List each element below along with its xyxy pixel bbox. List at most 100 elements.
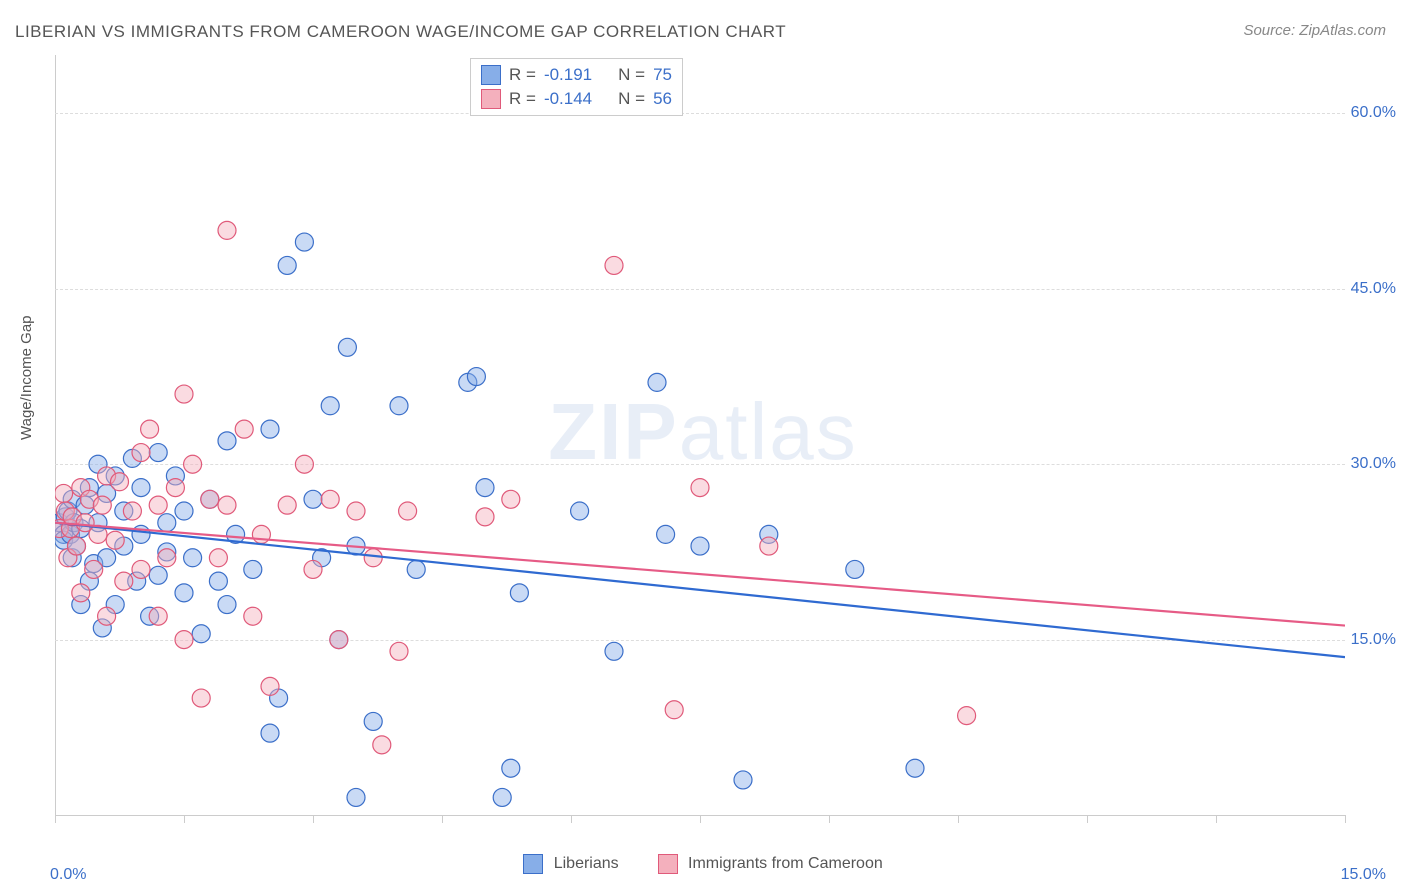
- data-point: [571, 502, 589, 520]
- data-point: [93, 496, 111, 514]
- data-point: [175, 385, 193, 403]
- legend-row-2: R = -0.144 N = 56: [481, 87, 672, 111]
- data-point: [244, 607, 262, 625]
- data-point: [846, 560, 864, 578]
- legend-bottom-swatch-2: [658, 854, 678, 874]
- data-point: [734, 771, 752, 789]
- legend-bottom-label-1: Liberians: [554, 855, 619, 872]
- data-point: [141, 420, 159, 438]
- data-point: [158, 514, 176, 532]
- data-point: [218, 596, 236, 614]
- chart-title: LIBERIAN VS IMMIGRANTS FROM CAMEROON WAG…: [15, 22, 786, 42]
- data-point: [115, 572, 133, 590]
- data-point: [111, 473, 129, 491]
- r-value-2: -0.144: [544, 89, 592, 109]
- data-point: [304, 490, 322, 508]
- data-point: [278, 496, 296, 514]
- data-point: [175, 502, 193, 520]
- data-point: [261, 420, 279, 438]
- data-point: [175, 631, 193, 649]
- data-point: [209, 549, 227, 567]
- data-point: [510, 584, 528, 602]
- data-point: [304, 560, 322, 578]
- data-point: [55, 484, 73, 502]
- data-point: [85, 560, 103, 578]
- data-point: [321, 397, 339, 415]
- data-point: [166, 479, 184, 497]
- data-point: [218, 496, 236, 514]
- data-point: [295, 455, 313, 473]
- data-point: [244, 560, 262, 578]
- legend-bottom-swatch-1: [523, 854, 543, 874]
- data-point: [407, 560, 425, 578]
- y-tick-label: 60.0%: [1351, 104, 1396, 122]
- data-point: [132, 444, 150, 462]
- legend-row-1: R = -0.191 N = 75: [481, 63, 672, 87]
- data-point: [132, 560, 150, 578]
- r-value-1: -0.191: [544, 65, 592, 85]
- data-point: [72, 584, 90, 602]
- data-point: [390, 397, 408, 415]
- y-tick-label: 30.0%: [1351, 455, 1396, 473]
- data-point: [123, 502, 141, 520]
- data-point: [261, 677, 279, 695]
- data-point: [691, 479, 709, 497]
- y-tick-label: 15.0%: [1351, 631, 1396, 649]
- data-point: [476, 479, 494, 497]
- data-point: [184, 455, 202, 473]
- data-point: [338, 338, 356, 356]
- r-label: R =: [509, 89, 536, 109]
- chart-container: LIBERIAN VS IMMIGRANTS FROM CAMEROON WAG…: [0, 0, 1406, 892]
- data-point: [235, 420, 253, 438]
- data-point: [68, 537, 86, 555]
- legend-bottom-label-2: Immigrants from Cameroon: [688, 855, 883, 872]
- data-point: [132, 479, 150, 497]
- data-point: [175, 584, 193, 602]
- data-point: [760, 537, 778, 555]
- data-point: [502, 759, 520, 777]
- data-point: [98, 607, 116, 625]
- y-axis-label: Wage/Income Gap: [18, 315, 35, 440]
- data-point: [467, 368, 485, 386]
- data-point: [373, 736, 391, 754]
- data-point: [192, 625, 210, 643]
- data-point: [493, 788, 511, 806]
- data-point: [158, 549, 176, 567]
- data-point: [321, 490, 339, 508]
- data-point: [278, 256, 296, 274]
- data-point: [657, 525, 675, 543]
- data-point: [192, 689, 210, 707]
- data-point: [261, 724, 279, 742]
- data-point: [347, 788, 365, 806]
- data-point: [605, 642, 623, 660]
- data-point: [364, 549, 382, 567]
- y-tick-label: 45.0%: [1351, 280, 1396, 298]
- data-point: [648, 373, 666, 391]
- data-point: [502, 490, 520, 508]
- n-label: N =: [618, 89, 645, 109]
- data-point: [665, 701, 683, 719]
- data-point: [106, 531, 124, 549]
- data-point: [364, 712, 382, 730]
- data-point: [958, 707, 976, 725]
- data-point: [476, 508, 494, 526]
- scatter-plot-svg: [55, 55, 1345, 815]
- data-point: [906, 759, 924, 777]
- data-point: [149, 566, 167, 584]
- n-value-1: 75: [653, 65, 672, 85]
- data-point: [691, 537, 709, 555]
- data-point: [218, 432, 236, 450]
- legend-swatch-1: [481, 65, 501, 85]
- series-legend: Liberians Immigrants from Cameroon: [0, 854, 1406, 874]
- legend-swatch-2: [481, 89, 501, 109]
- correlation-legend: R = -0.191 N = 75 R = -0.144 N = 56: [470, 58, 683, 116]
- data-point: [149, 444, 167, 462]
- data-point: [295, 233, 313, 251]
- data-point: [347, 502, 365, 520]
- data-point: [201, 490, 219, 508]
- r-label: R =: [509, 65, 536, 85]
- data-point: [330, 631, 348, 649]
- data-point: [390, 642, 408, 660]
- data-point: [149, 607, 167, 625]
- data-point: [184, 549, 202, 567]
